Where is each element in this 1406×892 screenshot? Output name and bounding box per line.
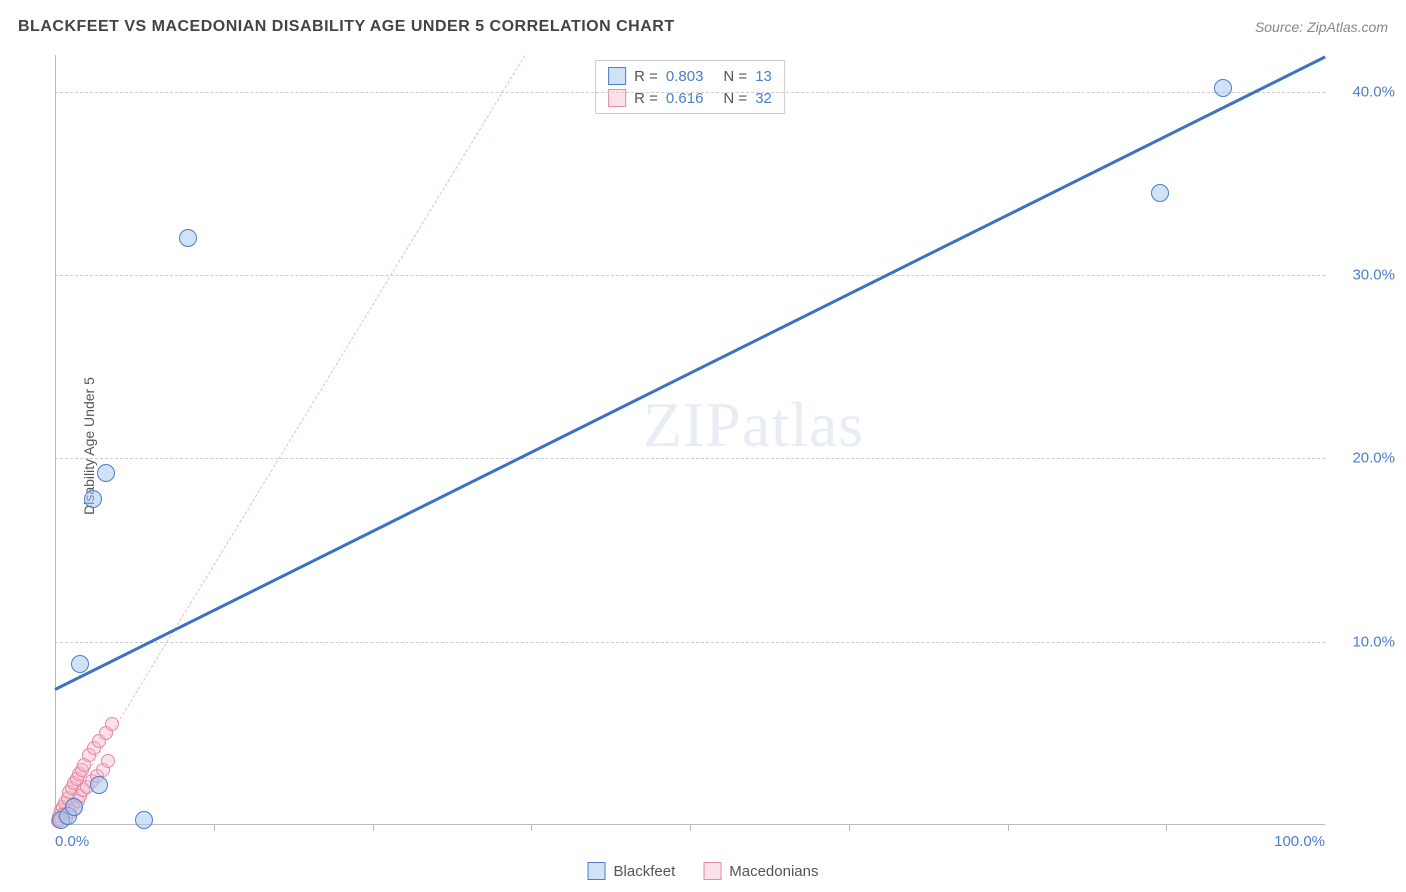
xtick-label: 100.0% — [1274, 833, 1325, 850]
chart-header: BLACKFEET VS MACEDONIAN DISABILITY AGE U… — [18, 18, 1388, 36]
trendline — [54, 55, 1325, 690]
legend-n-label: N = — [723, 68, 747, 85]
data-point — [1151, 184, 1169, 202]
data-point — [97, 464, 115, 482]
data-point — [105, 717, 119, 731]
chart-plot-area: ZIPatlas R =0.803N =13R =0.616N =32 10.0… — [55, 55, 1325, 825]
gridline-h — [55, 92, 1325, 93]
data-point — [1214, 79, 1232, 97]
data-point — [135, 811, 153, 829]
plot-canvas: ZIPatlas R =0.803N =13R =0.616N =32 10.0… — [55, 55, 1325, 825]
legend-r-value: 0.803 — [666, 68, 704, 85]
trendline — [55, 55, 526, 826]
bottom-legend: Blackfeet Macedonians — [588, 862, 819, 880]
legend-swatch-icon — [703, 862, 721, 880]
data-point — [101, 754, 115, 768]
legend-r-label: R = — [634, 68, 658, 85]
xtick-minor — [214, 825, 215, 831]
ytick-label: 10.0% — [1335, 633, 1395, 650]
xtick-minor — [1166, 825, 1167, 831]
chart-title: BLACKFEET VS MACEDONIAN DISABILITY AGE U… — [18, 18, 675, 36]
data-point — [179, 229, 197, 247]
gridline-h — [55, 642, 1325, 643]
bottom-legend-item: Macedonians — [703, 862, 818, 880]
data-point — [71, 655, 89, 673]
data-point — [65, 798, 83, 816]
bottom-legend-label: Blackfeet — [614, 863, 676, 880]
xtick-minor — [373, 825, 374, 831]
ytick-label: 30.0% — [1335, 267, 1395, 284]
xtick-minor — [690, 825, 691, 831]
ytick-label: 40.0% — [1335, 83, 1395, 100]
legend-n-value: 13 — [755, 68, 772, 85]
source-label: Source: ZipAtlas.com — [1255, 19, 1388, 35]
legend-row: R =0.616N =32 — [608, 87, 772, 109]
watermark: ZIPatlas — [643, 388, 864, 462]
y-axis — [55, 55, 56, 825]
legend-box: R = 0.803 N = 13 R =0.616N =32 — [595, 60, 785, 114]
data-point — [90, 776, 108, 794]
bottom-legend-label: Macedonians — [729, 863, 818, 880]
data-point — [84, 490, 102, 508]
gridline-h — [55, 275, 1325, 276]
xtick-minor — [531, 825, 532, 831]
ytick-label: 20.0% — [1335, 450, 1395, 467]
gridline-h — [55, 458, 1325, 459]
xtick-minor — [849, 825, 850, 831]
xtick-minor — [1008, 825, 1009, 831]
legend-swatch-icon — [588, 862, 606, 880]
legend-swatch-icon — [608, 67, 626, 85]
bottom-legend-item: Blackfeet — [588, 862, 676, 880]
xtick-label: 0.0% — [55, 833, 89, 850]
legend-row: R = 0.803 N = 13 — [608, 65, 772, 87]
